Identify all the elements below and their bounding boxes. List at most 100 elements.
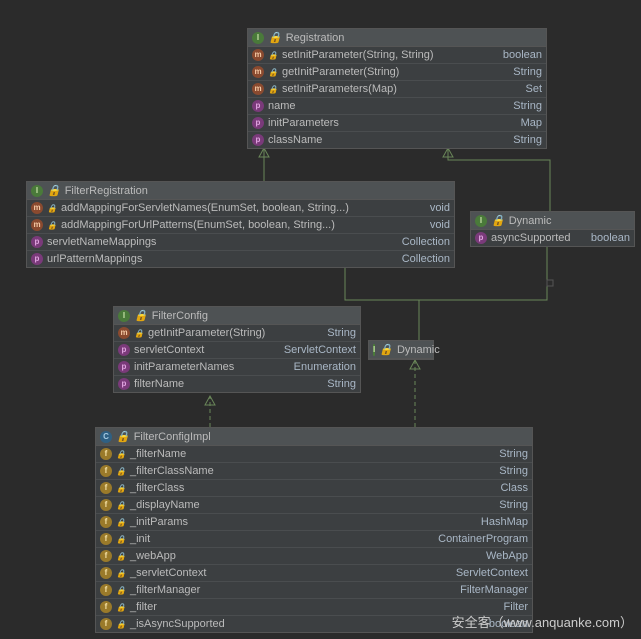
member-name: asyncSupported xyxy=(491,232,583,244)
member-name: servletNameMappings xyxy=(47,236,394,248)
field-icon: f xyxy=(100,499,112,511)
member-row[interactable]: pfilterNameString xyxy=(114,375,360,392)
property-icon: p xyxy=(118,361,130,373)
class-box-filterRegistration[interactable]: I🔒FilterRegistrationm🔒addMappingForServl… xyxy=(26,181,455,268)
member-row[interactable]: f🔒_displayNameString xyxy=(96,496,532,513)
method-icon: m xyxy=(252,49,264,61)
method-icon: m xyxy=(31,219,43,231)
class-title: Registration xyxy=(286,32,542,44)
lock-icon: 🔒 xyxy=(116,603,126,612)
member-type: void xyxy=(430,219,450,231)
member-row[interactable]: purlPatternMappingsCollection xyxy=(27,250,454,267)
member-type: ServletContext xyxy=(456,567,528,579)
member-row[interactable]: m 🔒 getInitParameter(String) String xyxy=(248,63,546,80)
member-row[interactable]: f🔒_filterManagerFilterManager xyxy=(96,581,532,598)
member-row[interactable]: f🔒_webAppWebApp xyxy=(96,547,532,564)
watermark: 安全客（www.anquanke.com） xyxy=(452,612,633,631)
lock-icon: 🔒 xyxy=(116,430,130,443)
member-name: _filterManager xyxy=(130,584,452,596)
class-title: FilterConfig xyxy=(152,310,356,322)
member-row[interactable]: pclassNameString xyxy=(248,131,546,148)
class-header[interactable]: I🔒Dynamic xyxy=(369,341,433,359)
member-name: _servletContext xyxy=(130,567,448,579)
member-row[interactable]: f🔒_filterNameString xyxy=(96,446,532,462)
member-type: String xyxy=(513,100,542,112)
class-box-dynamic2[interactable]: I🔒Dynamic xyxy=(368,340,434,360)
interface-icon: I xyxy=(252,32,264,44)
member-name: _webApp xyxy=(130,550,478,562)
member-type: String xyxy=(499,499,528,511)
lock-icon: 🔒 xyxy=(116,467,126,476)
member-type: WebApp xyxy=(486,550,528,562)
field-icon: f xyxy=(100,618,112,630)
lock-icon: 🔒 xyxy=(268,68,278,77)
class-header[interactable]: I🔒Dynamic xyxy=(471,212,634,230)
field-icon: f xyxy=(100,448,112,460)
member-row[interactable]: f🔒_initContainerProgram xyxy=(96,530,532,547)
class-header[interactable]: I🔒Registration xyxy=(248,29,546,47)
class-box-registration[interactable]: I🔒Registrationm🔒setInitParameter(String,… xyxy=(247,28,547,149)
member-row[interactable]: f🔒_filterClassClass xyxy=(96,479,532,496)
member-type: HashMap xyxy=(481,516,528,528)
member-name: getInitParameter(String) xyxy=(282,66,505,78)
member-row[interactable]: pinitParameterNamesEnumeration xyxy=(114,358,360,375)
lock-icon: 🔒 xyxy=(379,343,393,356)
member-name: className xyxy=(268,134,505,146)
interface-icon: I xyxy=(31,185,43,197)
class-icon: C xyxy=(100,431,112,443)
member-name: _displayName xyxy=(130,499,491,511)
member-row[interactable]: m🔒setInitParameter(String, String)boolea… xyxy=(248,47,546,63)
lock-icon: 🔒 xyxy=(268,85,278,94)
member-row[interactable]: f🔒_filterClassNameString xyxy=(96,462,532,479)
field-icon: f xyxy=(100,584,112,596)
member-type: String xyxy=(327,327,356,339)
class-header[interactable]: I🔒FilterRegistration xyxy=(27,182,454,200)
member-name: servletContext xyxy=(134,344,276,356)
property-icon: p xyxy=(252,100,264,112)
member-row[interactable]: pnameString xyxy=(248,97,546,114)
member-name: _filterName xyxy=(130,448,491,460)
member-type: Map xyxy=(521,117,542,129)
member-row[interactable]: m🔒addMappingForServletNames(EnumSet, boo… xyxy=(27,200,454,216)
lock-icon: 🔒 xyxy=(47,184,61,197)
member-type: Class xyxy=(500,482,528,494)
member-type: boolean xyxy=(591,232,630,244)
member-row[interactable]: pinitParametersMap xyxy=(248,114,546,131)
field-icon: f xyxy=(100,465,112,477)
member-name: _isAsyncSupported xyxy=(130,618,481,630)
property-icon: p xyxy=(31,253,43,265)
member-row[interactable]: f 🔒 _servletContext ServletContext xyxy=(96,564,532,581)
member-row[interactable]: m🔒setInitParameters(Map)Set xyxy=(248,80,546,97)
property-icon: p xyxy=(31,236,43,248)
interface-icon: I xyxy=(118,310,130,322)
member-row[interactable]: pservletContextServletContext xyxy=(114,341,360,358)
class-box-filterConfigImpl[interactable]: C🔒FilterConfigImplf🔒_filterNameStringf🔒_… xyxy=(95,427,533,633)
member-type: Set xyxy=(525,83,542,95)
class-box-filterConfig[interactable]: I🔒FilterConfigm🔒getInitParameter(String)… xyxy=(113,306,361,393)
member-row[interactable]: m🔒getInitParameter(String)String xyxy=(114,325,360,341)
member-name: initParameters xyxy=(268,117,513,129)
method-icon: m xyxy=(252,66,264,78)
member-name: filterName xyxy=(134,378,319,390)
member-row[interactable]: m🔒addMappingForUrlPatterns(EnumSet, bool… xyxy=(27,216,454,233)
lock-icon: 🔒 xyxy=(116,586,126,595)
member-type: Collection xyxy=(402,253,450,265)
class-box-dynamic1[interactable]: I🔒DynamicpasyncSupportedboolean xyxy=(470,211,635,247)
member-row[interactable]: pasyncSupportedboolean xyxy=(471,230,634,246)
field-icon: f xyxy=(100,482,112,494)
lock-icon: 🔒 xyxy=(116,569,126,578)
member-row[interactable]: p servletNameMappings Collection xyxy=(27,233,454,250)
field-icon: f xyxy=(100,567,112,579)
member-type: String xyxy=(499,465,528,477)
method-icon: m xyxy=(31,202,43,214)
class-header[interactable]: I🔒FilterConfig xyxy=(114,307,360,325)
member-row[interactable]: f🔒_initParamsHashMap xyxy=(96,513,532,530)
member-type: ServletContext xyxy=(284,344,356,356)
member-name: _init xyxy=(130,533,430,545)
class-header[interactable]: C🔒FilterConfigImpl xyxy=(96,428,532,446)
member-type: Collection xyxy=(402,236,450,248)
field-icon: f xyxy=(100,550,112,562)
member-name: addMappingForServletNames(EnumSet, boole… xyxy=(61,202,422,214)
field-icon: f xyxy=(100,601,112,613)
member-type: String xyxy=(513,66,542,78)
